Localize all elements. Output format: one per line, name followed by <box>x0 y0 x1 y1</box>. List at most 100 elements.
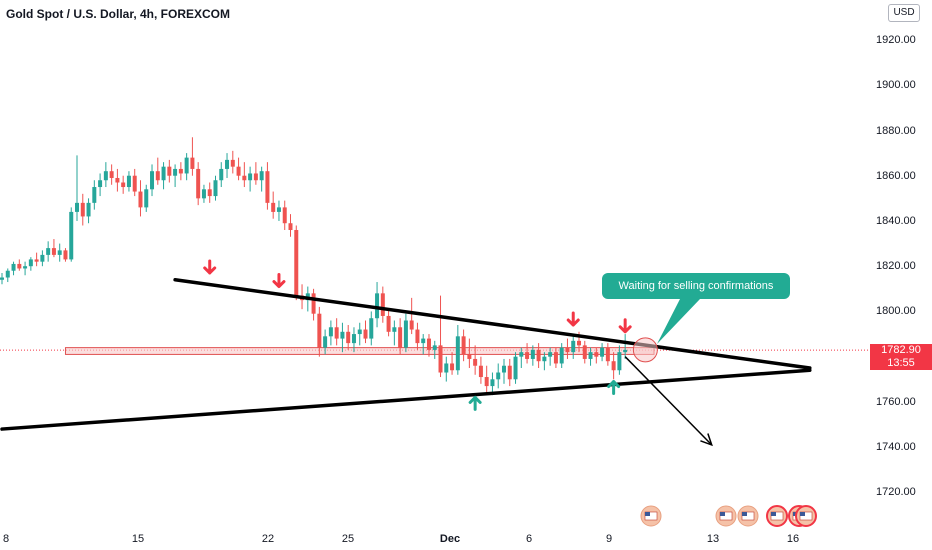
projection-arrow-line <box>624 356 713 446</box>
candle-body <box>565 347 570 353</box>
candle-body <box>225 159 230 169</box>
candle-body <box>536 349 541 362</box>
candle-body <box>132 175 137 192</box>
candle-body <box>600 347 605 357</box>
candle-body <box>150 171 155 190</box>
candle-body <box>530 349 535 359</box>
y-tick-label: 1860.00 <box>876 170 916 182</box>
candle-body <box>421 338 426 344</box>
candle-body <box>69 211 74 260</box>
x-tick-label: 13 <box>706 533 720 545</box>
candle-body <box>201 189 206 199</box>
candle-body <box>369 318 374 339</box>
flag-canton <box>742 512 747 516</box>
y-tick-label: 1720.00 <box>876 486 916 498</box>
candle-body <box>167 166 172 176</box>
candle-body <box>490 379 495 387</box>
buy-arrow-icon <box>468 395 482 411</box>
candle-body <box>513 356 518 380</box>
sell-arrow-icon <box>203 259 217 275</box>
y-tick-label: 1760.00 <box>876 396 916 408</box>
candle-body <box>323 336 328 348</box>
candle-body <box>340 331 345 339</box>
candle-body <box>0 277 4 280</box>
buy-arrow-icon <box>607 380 621 396</box>
y-tick-label: 1880.00 <box>876 125 916 137</box>
candle-body <box>328 327 333 337</box>
candle-body <box>196 168 201 199</box>
candle-body <box>248 173 253 181</box>
descending-resistance-trendline <box>173 278 812 370</box>
candle-body <box>426 338 431 350</box>
candle-body <box>23 266 28 269</box>
candle-body <box>484 377 489 387</box>
x-tick-label: 15 <box>131 533 145 545</box>
candle-body <box>496 372 501 380</box>
candle-body <box>294 230 299 296</box>
candle-body <box>478 365 483 378</box>
candle-body <box>363 329 368 339</box>
candle-body <box>288 223 293 231</box>
candle-body <box>553 352 558 364</box>
candle-body <box>80 202 85 217</box>
candle-body <box>444 363 449 373</box>
candle-body <box>507 365 512 380</box>
candle-body <box>351 334 356 344</box>
candle-body <box>282 207 287 224</box>
candle-body <box>594 352 599 357</box>
candle-body <box>242 175 247 181</box>
y-tick-label: 1800.00 <box>876 305 916 317</box>
candle-body <box>207 189 212 197</box>
last-price-value: 1782.90 <box>881 344 921 356</box>
chart-title: Gold Spot / U.S. Dollar, 4h, FOREXCOM <box>6 7 231 21</box>
candle-body <box>115 177 120 183</box>
candle-body <box>311 293 316 314</box>
candle-body <box>380 293 385 316</box>
x-tick-label: 16 <box>786 533 800 545</box>
candle-body <box>28 259 33 267</box>
candle-body <box>230 159 235 167</box>
candle-body <box>623 349 628 353</box>
candle-body <box>265 171 270 203</box>
flag-canton <box>645 512 650 516</box>
candle-body <box>571 340 576 353</box>
bar-countdown: 13:55 <box>887 357 915 369</box>
currency-button[interactable]: USD <box>888 4 920 22</box>
candle-body <box>40 254 45 262</box>
y-tick-label: 1900.00 <box>876 79 916 91</box>
candle-body <box>525 352 530 359</box>
candle-body <box>213 180 218 197</box>
candle-body <box>461 336 466 355</box>
candle-body <box>559 347 564 364</box>
candle-body <box>438 345 443 373</box>
candle-body <box>126 175 131 188</box>
candle-body <box>392 327 397 332</box>
candle-body <box>144 189 149 208</box>
annotation-callout[interactable]: Waiting for selling confirmations <box>602 273 790 299</box>
sell-arrow-icon <box>566 311 580 327</box>
candle-body <box>236 166 241 176</box>
candle-body <box>415 329 420 344</box>
candle-body <box>121 182 126 188</box>
candle-body <box>173 168 178 176</box>
candle-body <box>346 331 351 344</box>
candle-body <box>253 173 258 181</box>
candle-body <box>473 358 478 366</box>
candle-body <box>178 168 183 174</box>
sell-arrow-icon <box>618 318 632 334</box>
sell-arrow-icon <box>272 273 286 289</box>
candle-body <box>467 354 472 359</box>
candle-body <box>5 270 10 278</box>
candle-body <box>86 202 91 217</box>
candle-body <box>184 157 189 174</box>
candle-body <box>92 187 97 203</box>
candle-body <box>51 248 56 255</box>
candle-body <box>334 327 339 339</box>
candle-body <box>582 345 587 359</box>
highlight-circle <box>632 337 658 363</box>
candle-body <box>501 365 506 373</box>
candle-body <box>617 352 622 371</box>
candle-body <box>103 171 108 181</box>
candle-body <box>17 263 22 269</box>
